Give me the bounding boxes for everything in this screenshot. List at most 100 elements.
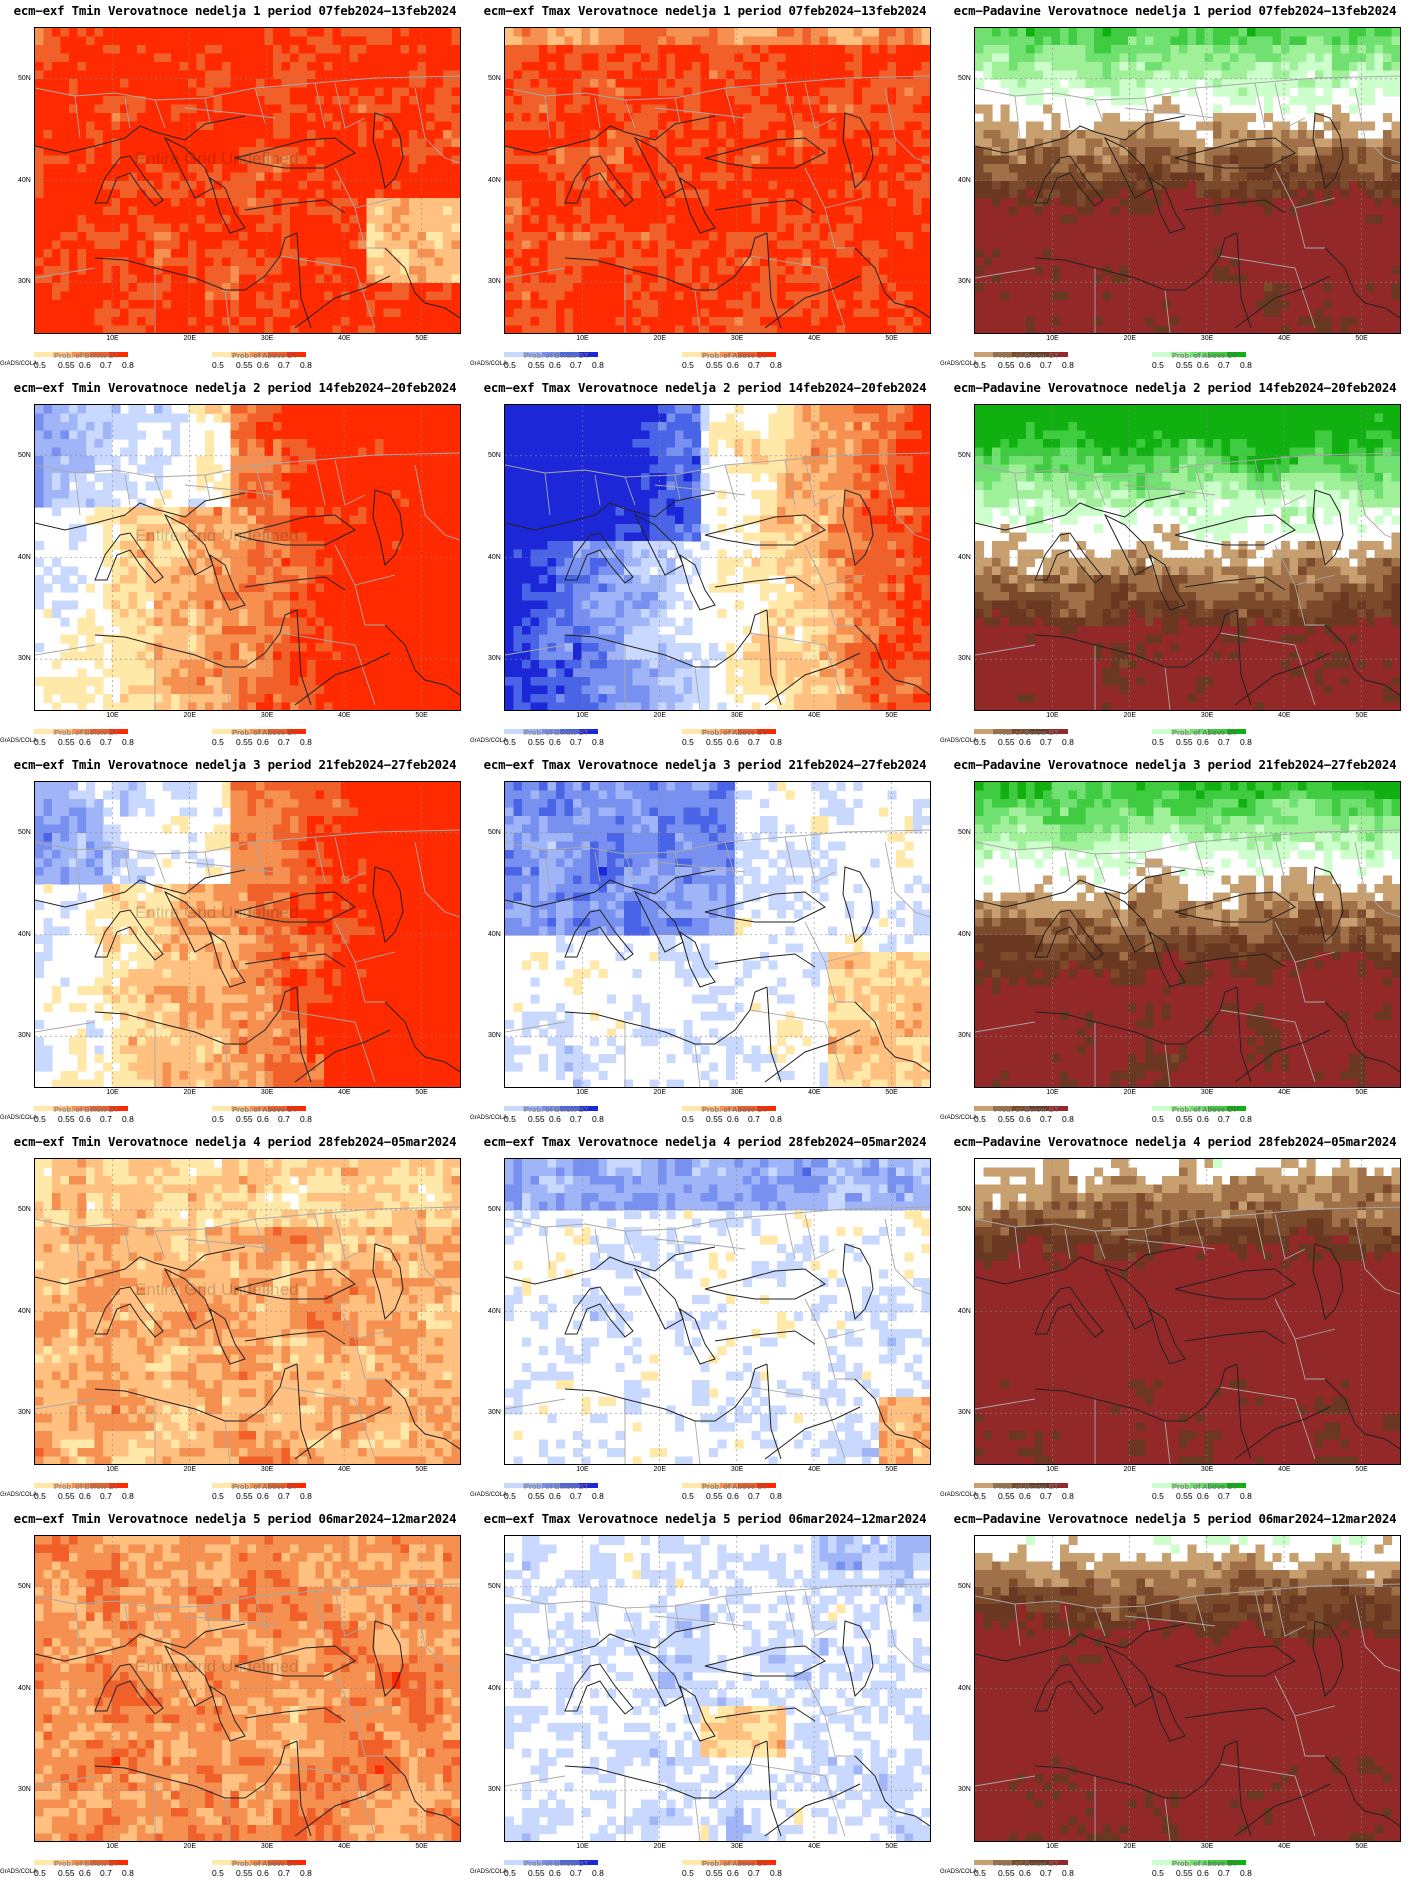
panel-title: ecm−exf Tmax Verovatnoce nedelja 3 perio… bbox=[470, 754, 940, 776]
graticule bbox=[505, 28, 930, 333]
legend-swatch bbox=[560, 352, 580, 357]
legend-tick-label: 0.6 bbox=[549, 1868, 561, 1878]
legend-swatch bbox=[1049, 1860, 1068, 1865]
legend-swatch bbox=[52, 729, 72, 734]
forecast-panel-tmin-week-5: ecm−exf Tmin Verovatnoce nedelja 5 perio… bbox=[0, 1508, 470, 1886]
probability-field bbox=[975, 28, 1400, 333]
coastlines bbox=[505, 489, 930, 706]
longitude-label: 50E bbox=[415, 1466, 427, 1473]
legend-tick-label: 0.6 bbox=[79, 360, 91, 370]
legend-swatch bbox=[109, 1483, 128, 1488]
legend-tick-label: 0.8 bbox=[770, 360, 782, 370]
probability-field bbox=[975, 405, 1400, 710]
legend-below-colorbar bbox=[974, 729, 1068, 734]
legend-swatch bbox=[249, 1483, 269, 1488]
legend-swatch bbox=[579, 1860, 598, 1865]
legend-swatch bbox=[90, 729, 110, 734]
legend-below-colorbar bbox=[504, 1483, 598, 1488]
legend-below: Prob. of Below BT 0.5 0.55 0.6 0.7 0.8 bbox=[34, 351, 134, 370]
legend-tick-label: 0.7 bbox=[1218, 360, 1230, 370]
legend-above-caption: Prob. of Above UT bbox=[1172, 1859, 1237, 1868]
graticule bbox=[35, 1536, 460, 1841]
latitude-label: 40N bbox=[958, 1308, 971, 1315]
legend-above-colorbar bbox=[682, 1483, 776, 1488]
legend-swatch bbox=[34, 729, 53, 734]
latitude-label: 30N bbox=[488, 1786, 501, 1793]
map-canvas: Entire Grid Undefined bbox=[35, 28, 460, 333]
legend-tick-label: 0.5 bbox=[682, 360, 694, 370]
legend-tick-label: 0.8 bbox=[1240, 1868, 1252, 1878]
legend-swatch bbox=[268, 352, 288, 357]
legend-swatch bbox=[974, 729, 993, 734]
legend-tick-label: 0.8 bbox=[592, 737, 604, 747]
legend-below-caption: Prob. of Below BT bbox=[994, 351, 1059, 360]
legend-above-colorbar bbox=[212, 1860, 306, 1865]
latitude-label: 50N bbox=[488, 75, 501, 82]
probability-map bbox=[504, 27, 931, 334]
longitude-label: 30E bbox=[261, 712, 273, 719]
latitude-label: 50N bbox=[958, 1583, 971, 1590]
longitude-label: 20E bbox=[1124, 1843, 1136, 1850]
legend-tick-label: 0.8 bbox=[300, 737, 312, 747]
legend-swatch bbox=[541, 729, 561, 734]
probability-map: Entire Grid Undefined bbox=[34, 404, 461, 711]
graticule bbox=[975, 1536, 1400, 1841]
legend-swatch bbox=[1030, 1860, 1050, 1865]
legend-tick-label: 0.5 bbox=[974, 1868, 986, 1878]
map-canvas: Entire Grid Undefined bbox=[35, 1159, 460, 1464]
legend-tick-label: 0.7 bbox=[570, 1491, 582, 1501]
legend-tick-label: 0.5 bbox=[34, 1114, 46, 1124]
legend-swatch bbox=[1049, 352, 1068, 357]
latitude-label: 50N bbox=[958, 75, 971, 82]
legend-swatch bbox=[52, 1106, 72, 1111]
legend-tick-label: 0.55 bbox=[58, 1491, 75, 1501]
country-borders bbox=[505, 829, 930, 1087]
legend-swatch bbox=[1227, 1860, 1246, 1865]
latitude-label: 50N bbox=[18, 1206, 31, 1213]
undefined-grid-watermark: Entire Grid Undefined bbox=[135, 903, 298, 922]
legend-swatch bbox=[52, 352, 72, 357]
legend-swatch bbox=[522, 729, 542, 734]
legend-above-caption: Prob. of Above UT bbox=[232, 1105, 297, 1114]
legend-tick-label: 0.8 bbox=[1062, 737, 1074, 747]
legend-below: Prob. of Below BT 0.5 0.55 0.6 0.7 0.8 bbox=[504, 1105, 604, 1124]
legend-tick-label: 0.5 bbox=[974, 1114, 986, 1124]
latitude-label: 40N bbox=[488, 1308, 501, 1315]
forecast-panel-tmax-week-4: ecm−exf Tmax Verovatnoce nedelja 4 perio… bbox=[470, 1131, 940, 1509]
legend-swatch bbox=[974, 1860, 993, 1865]
legend-tick-label: 0.5 bbox=[974, 737, 986, 747]
legend-below-colorbar bbox=[34, 729, 128, 734]
legend-above-colorbar bbox=[212, 729, 306, 734]
longitude-label: 30E bbox=[261, 1843, 273, 1850]
country-borders bbox=[975, 75, 1400, 333]
legend-tick-label: 0.5 bbox=[34, 737, 46, 747]
legend-below: Prob. of Below BT 0.5 0.55 0.6 0.7 0.8 bbox=[974, 1859, 1074, 1878]
longitude-label: 10E bbox=[1046, 335, 1058, 342]
legend-tick-label: 0.6 bbox=[257, 737, 269, 747]
coastlines bbox=[35, 866, 460, 1083]
graticule bbox=[975, 28, 1400, 333]
probability-map bbox=[504, 1158, 931, 1465]
longitude-label: 20E bbox=[654, 1089, 666, 1096]
legend-tick-label: 0.7 bbox=[1040, 1114, 1052, 1124]
longitude-label: 40E bbox=[808, 335, 820, 342]
legend-swatch bbox=[504, 352, 523, 357]
latitude-label: 40N bbox=[488, 1685, 501, 1692]
legend-swatch bbox=[268, 729, 288, 734]
graticule bbox=[975, 1159, 1400, 1464]
legend-swatch bbox=[1030, 1483, 1050, 1488]
legend-below-colorbar bbox=[504, 1106, 598, 1111]
country-borders bbox=[975, 1206, 1400, 1464]
map-canvas bbox=[975, 1536, 1400, 1841]
longitude-label: 20E bbox=[654, 1466, 666, 1473]
panel-title: ecm−Padavine Verovatnoce nedelja 5 perio… bbox=[940, 1508, 1410, 1530]
forecast-panel-prcp-week-4: ecm−Padavine Verovatnoce nedelja 4 perio… bbox=[940, 1131, 1410, 1509]
legend-swatch bbox=[682, 1860, 701, 1865]
legend-swatch bbox=[1011, 1106, 1031, 1111]
legend-tick-label: 0.7 bbox=[278, 360, 290, 370]
producer-label: GrADS/COLA bbox=[940, 1869, 977, 1875]
legend-swatch bbox=[974, 1483, 993, 1488]
legend-above-caption: Prob. of Above UT bbox=[702, 1105, 767, 1114]
legend-tick-label: 0.8 bbox=[300, 360, 312, 370]
coastlines bbox=[35, 112, 460, 329]
